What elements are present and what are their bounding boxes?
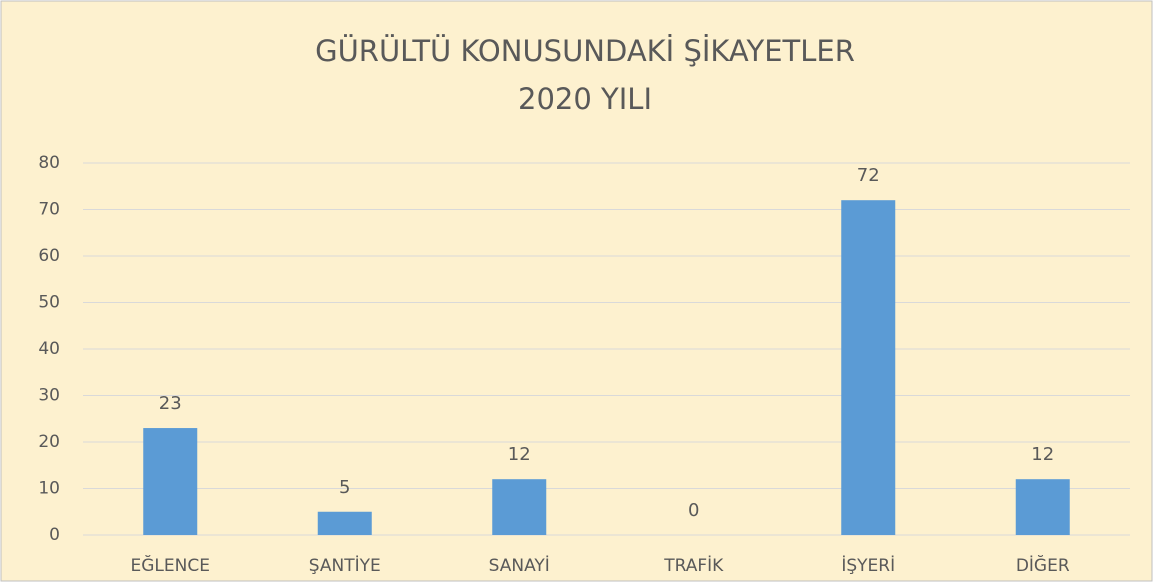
y-tick-label: 0	[49, 525, 60, 545]
data-label: 23	[159, 393, 182, 414]
data-label: 5	[339, 477, 350, 498]
x-tick-label: ŞANTİYE	[309, 555, 381, 576]
x-tick-label: SANAYİ	[489, 555, 550, 576]
x-tick-label: İŞYERİ	[841, 555, 895, 576]
x-tick-label: EĞLENCE	[131, 554, 210, 576]
y-tick-label: 30	[38, 386, 60, 406]
data-label: 0	[688, 500, 699, 521]
y-tick-label: 40	[38, 339, 60, 359]
chart-title: GÜRÜLTÜ KONUSUNDAKİ ŞİKAYETLER	[315, 34, 855, 68]
y-tick-label: 60	[38, 246, 60, 266]
y-tick-label: 10	[38, 479, 60, 499]
bar	[492, 479, 547, 535]
x-tick-label: TRAFİK	[663, 555, 724, 576]
y-tick-label: 20	[38, 432, 60, 452]
chart-title: 2020 YILI	[518, 82, 652, 116]
bar	[143, 428, 198, 535]
y-tick-label: 50	[38, 293, 60, 313]
bar	[841, 200, 896, 535]
y-tick-label: 80	[38, 153, 60, 173]
data-label: 72	[857, 165, 880, 186]
bar	[1015, 479, 1070, 535]
y-tick-label: 70	[38, 200, 60, 220]
x-tick-label: DİĞER	[1016, 554, 1070, 576]
data-label: 12	[1031, 444, 1054, 465]
data-label: 12	[508, 444, 531, 465]
bar	[317, 511, 372, 535]
